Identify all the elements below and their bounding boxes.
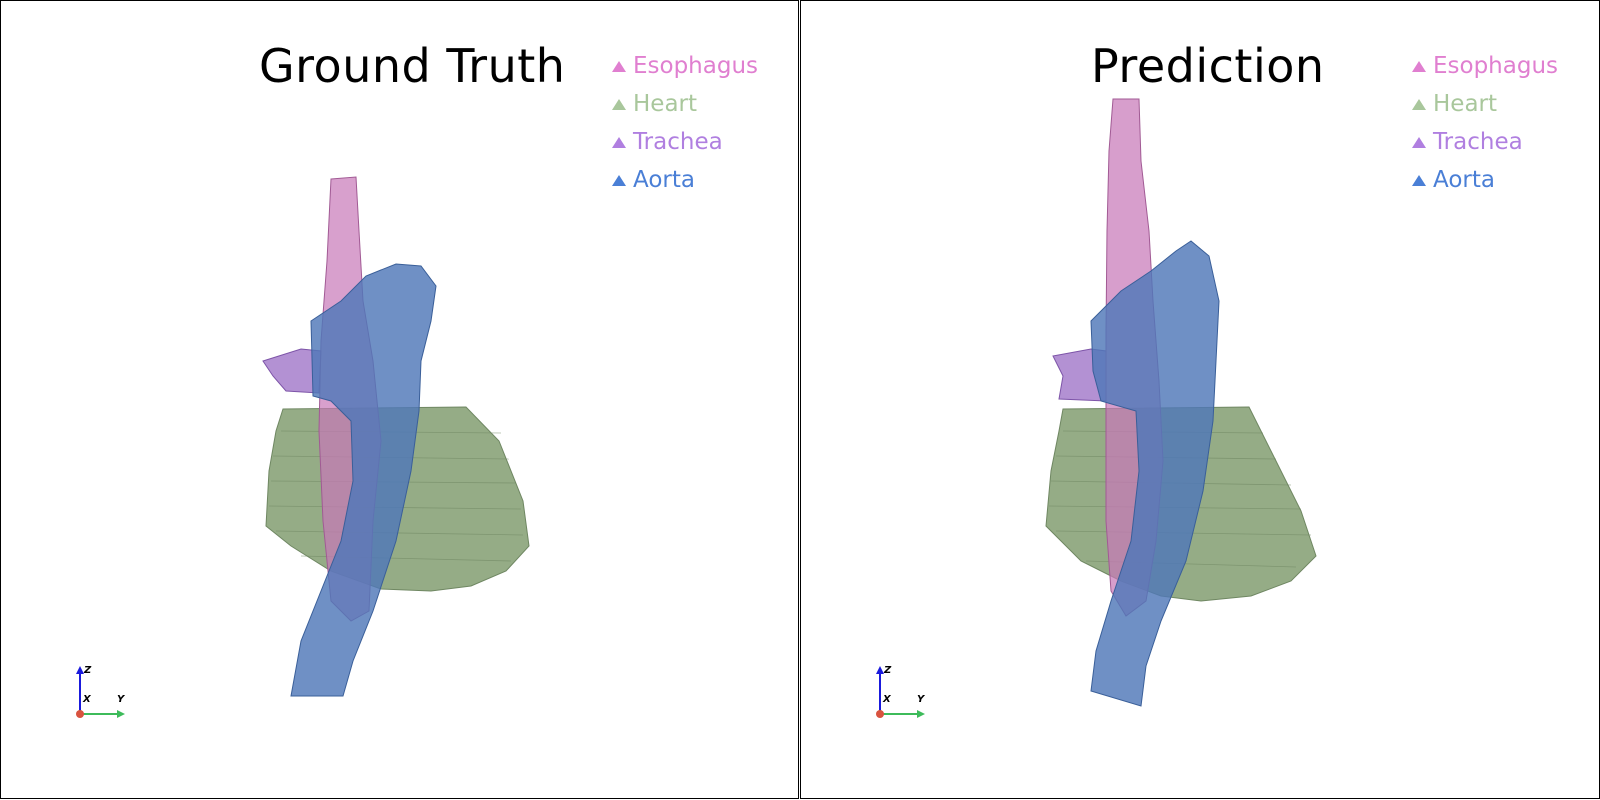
legend-label: Trachea xyxy=(633,129,723,155)
legend-label: Heart xyxy=(1433,91,1498,117)
legend: Esophagus Heart Trachea Aorta xyxy=(611,47,758,199)
axis-y-label: Y xyxy=(917,694,926,705)
legend-label: Esophagus xyxy=(1433,53,1559,79)
legend-label: Heart xyxy=(633,91,698,117)
prediction-render xyxy=(1045,98,1317,707)
legend-label: Aorta xyxy=(1433,167,1495,193)
triangle-icon xyxy=(612,61,626,72)
legend: Esophagus Heart Trachea Aorta xyxy=(1411,47,1558,199)
triangle-icon xyxy=(612,137,626,148)
axis-y-label: Y xyxy=(117,694,126,705)
axis-z-label: Z xyxy=(83,666,92,676)
legend-item-aorta: Aorta xyxy=(1411,161,1558,199)
axis-x-label: X xyxy=(882,694,892,705)
ground-truth-panel: Ground Truth Esophagus Heart Trachea Aor… xyxy=(0,0,799,799)
legend-item-heart: Heart xyxy=(1411,85,1558,123)
triangle-icon xyxy=(612,99,626,110)
legend-label: Aorta xyxy=(633,167,695,193)
aorta-mesh xyxy=(290,263,437,697)
legend-label: Esophagus xyxy=(633,53,759,79)
legend-item-heart: Heart xyxy=(611,85,758,123)
legend-item-trachea: Trachea xyxy=(1411,123,1558,161)
aorta-mesh xyxy=(1090,240,1220,707)
triangle-icon xyxy=(1412,99,1426,110)
ground-truth-render xyxy=(262,176,530,697)
axis-z-label: Z xyxy=(883,666,892,676)
orientation-axes: Z X Y xyxy=(76,666,126,718)
panel-title: Ground Truth xyxy=(259,39,566,93)
axis-x-label: X xyxy=(82,694,92,705)
triangle-icon xyxy=(1412,137,1426,148)
orientation-axes: Z X Y xyxy=(876,666,926,718)
triangle-icon xyxy=(1412,175,1426,186)
legend-item-aorta: Aorta xyxy=(611,161,758,199)
legend-label: Trachea xyxy=(1433,129,1523,155)
legend-item-trachea: Trachea xyxy=(611,123,758,161)
triangle-icon xyxy=(612,175,626,186)
panel-title: Prediction xyxy=(1091,39,1325,93)
triangle-icon xyxy=(1412,61,1426,72)
legend-item-esophagus: Esophagus xyxy=(1411,47,1558,85)
prediction-panel: Prediction Esophagus Heart Trachea Aorta… xyxy=(800,0,1600,799)
legend-item-esophagus: Esophagus xyxy=(611,47,758,85)
